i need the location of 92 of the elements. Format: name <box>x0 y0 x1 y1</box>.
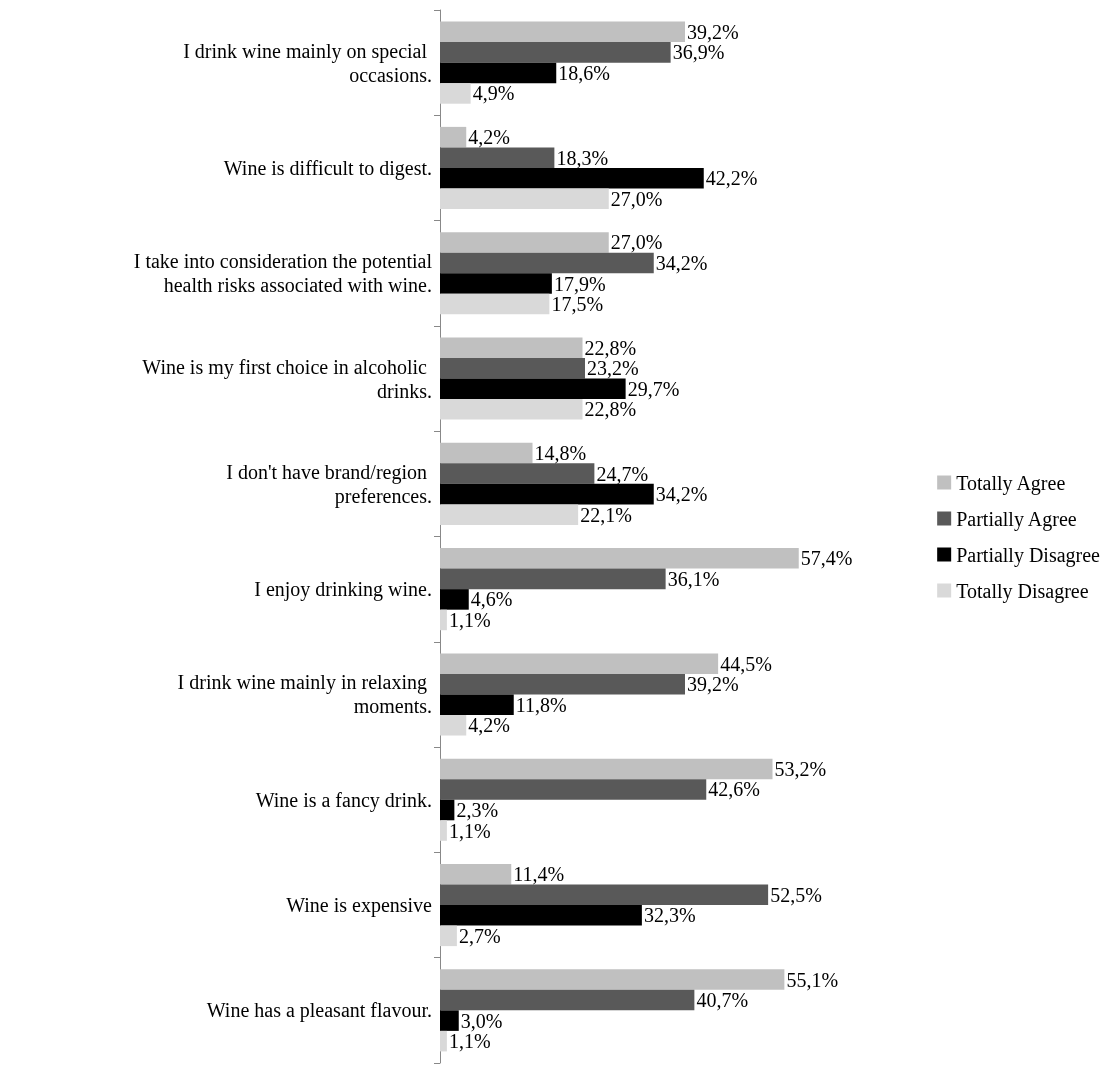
y-tick-label: Wine is a fancy drink. <box>255 788 432 812</box>
bar <box>440 62 557 84</box>
data-label: 32,3% <box>643 904 696 927</box>
data-label: 27,0% <box>610 187 663 210</box>
data-label: 39,2% <box>687 20 739 43</box>
data-label: 34,2% <box>655 251 708 274</box>
data-label: 44,5% <box>720 652 772 675</box>
data-label: 17,5% <box>551 293 604 316</box>
y-tick-label: Wine has a pleasant flavour. <box>206 999 432 1023</box>
bar <box>440 925 457 947</box>
bar <box>440 779 707 800</box>
data-label: 3,0% <box>460 1009 503 1032</box>
bar <box>440 609 447 631</box>
data-label: 55,1% <box>786 968 839 991</box>
y-tick-label: I enjoy drinking wine. <box>254 578 432 602</box>
data-label: 27,0% <box>610 231 663 254</box>
bar <box>440 147 555 168</box>
y-tick-label: Wine is my first choice in alcoholic drinks. <box>142 355 432 402</box>
data-label: 1,1% <box>448 1030 491 1053</box>
bar <box>440 905 642 926</box>
data-label: 11,8% <box>515 693 567 716</box>
bar <box>440 232 609 253</box>
bar <box>440 42 671 63</box>
bar <box>440 378 626 400</box>
bar <box>440 126 467 148</box>
bar <box>440 673 685 695</box>
bar <box>440 504 579 525</box>
data-label: 22,8% <box>584 398 637 421</box>
data-label: 4,2% <box>468 126 510 149</box>
bar <box>440 694 514 715</box>
data-label: 36,9% <box>672 41 725 64</box>
bar <box>440 820 447 841</box>
legend-label: Totally Disagree <box>956 579 1089 603</box>
data-label: 57,4% <box>800 547 853 570</box>
legend-label: Partially Agree <box>956 507 1077 531</box>
bar <box>440 884 769 906</box>
bar <box>440 758 773 780</box>
data-label: 4,9% <box>472 82 515 105</box>
bar <box>440 483 654 505</box>
y-tick-label: I drink wine mainly in relaxing moments. <box>177 671 432 718</box>
bar <box>440 1010 459 1031</box>
data-label: 18,3% <box>556 146 609 169</box>
bar <box>440 188 609 210</box>
data-label: 2,3% <box>456 799 499 822</box>
bar <box>440 714 467 736</box>
data-label: 42,2% <box>705 167 758 190</box>
data-label: 1,1% <box>448 608 491 631</box>
bar <box>440 969 785 990</box>
bar <box>440 167 704 189</box>
data-label: 22,8% <box>584 336 637 359</box>
bar <box>440 548 799 569</box>
data-label: 42,6% <box>708 778 760 801</box>
bar <box>440 21 685 43</box>
data-label: 2,7% <box>458 924 501 947</box>
data-label: 4,2% <box>468 714 510 737</box>
data-label: 24,7% <box>596 462 649 485</box>
bar <box>440 293 550 315</box>
bar <box>440 589 469 610</box>
data-label: 40,7% <box>696 989 749 1012</box>
y-tick-label: Wine is difficult to digest. <box>223 156 432 180</box>
data-label: 11,4% <box>513 863 565 886</box>
bar <box>440 989 695 1011</box>
data-label: 22,1% <box>580 503 632 526</box>
y-tick-label: I don't have brand/region preferences. <box>226 460 432 508</box>
bar <box>440 399 583 420</box>
bar <box>440 653 719 674</box>
bar <box>440 442 533 464</box>
y-tick-label: I drink wine mainly on special occasions. <box>183 39 432 86</box>
data-label: 14,8% <box>534 442 587 465</box>
legend-label: Totally Agree <box>956 471 1066 495</box>
bar <box>440 1030 447 1052</box>
data-label: 17,9% <box>553 272 606 295</box>
bar <box>440 273 552 294</box>
legend-label: Partially Disagree <box>956 543 1101 567</box>
bar <box>440 83 471 104</box>
data-label: 4,6% <box>470 588 513 611</box>
y-tick-label: I take into consideration the potential health risks associated with wine. <box>133 250 433 297</box>
data-label: 29,7% <box>627 377 680 400</box>
bar <box>440 799 455 821</box>
bar <box>440 568 666 590</box>
bar <box>440 358 585 379</box>
data-label: 52,5% <box>770 883 822 906</box>
bar <box>440 337 583 359</box>
bar <box>440 463 595 484</box>
bar <box>440 863 512 885</box>
data-label: 18,6% <box>558 61 610 84</box>
data-label: 36,1% <box>667 567 720 590</box>
y-tick-label: Wine is expensive <box>286 894 433 918</box>
data-label: 34,2% <box>655 483 708 506</box>
bar <box>440 252 654 274</box>
data-label: 53,2% <box>774 757 827 780</box>
data-label: 39,2% <box>687 673 739 696</box>
